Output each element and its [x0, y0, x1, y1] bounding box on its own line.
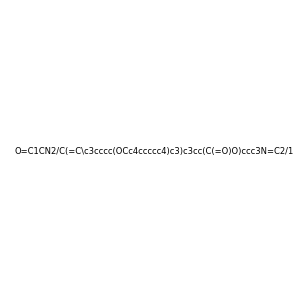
Text: O=C1CN2/C(=C\c3cccc(OCc4ccccc4)c3)c3cc(C(=O)O)ccc3N=C2/1: O=C1CN2/C(=C\c3cccc(OCc4ccccc4)c3)c3cc(C…: [14, 147, 293, 156]
